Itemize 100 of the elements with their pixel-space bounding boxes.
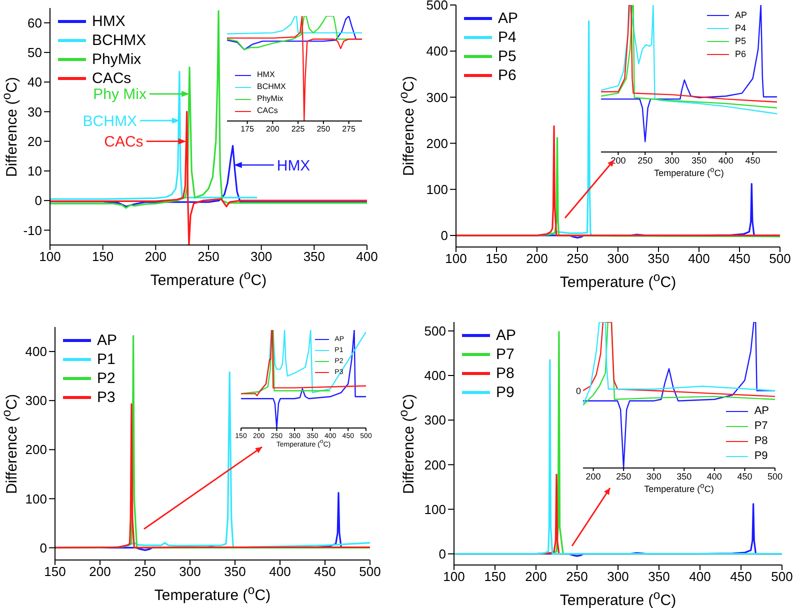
x-tick-label: 300 <box>607 251 629 266</box>
x-tick-label: 150 <box>92 249 114 264</box>
x-tick-label: 200 <box>526 251 548 266</box>
y-tick-label: 500 <box>424 324 446 339</box>
x-tick-label: 300 <box>646 471 662 482</box>
x-axis-title: Temperature ($^{o}$C) <box>644 481 714 494</box>
x-tick-label: 400 <box>718 155 734 166</box>
x-tick-label: 350 <box>691 155 706 166</box>
x-tick-label: 350 <box>648 251 670 266</box>
x-tick-label: 500 <box>771 569 793 584</box>
legend-label: HMX <box>92 12 126 31</box>
y-tick-label: 500 <box>426 0 448 13</box>
y-tick-label: 200 <box>25 442 47 458</box>
legend-label: P7 <box>754 419 768 434</box>
x-tick-label: 300 <box>607 569 629 584</box>
x-tick-label: 150 <box>486 251 508 266</box>
x-tick-label: 200 <box>266 124 280 134</box>
legend-label: P9 <box>496 383 514 402</box>
x-tick-label: 400 <box>689 569 711 584</box>
legend-label: P7 <box>496 345 514 364</box>
legend-label: P8 <box>754 434 768 449</box>
legend-label: AP <box>498 9 518 28</box>
y-tick-label: 0 <box>440 228 448 244</box>
y-tick-label: 300 <box>426 90 448 105</box>
x-tick-label: 400 <box>356 249 378 264</box>
x-tick-label: 250 <box>198 249 220 264</box>
x-tick-label: 200 <box>144 249 167 264</box>
x-tick-label: 350 <box>303 249 326 264</box>
x-tick-label: 350 <box>648 569 670 584</box>
x-tick-label: 450 <box>737 471 752 482</box>
x-tick-label: 150 <box>484 569 506 584</box>
y-tick-label: 100 <box>25 491 47 506</box>
legend-label: P9 <box>754 449 768 464</box>
x-tick-label: 450 <box>745 155 760 166</box>
y-tick-label: -10 <box>23 222 42 238</box>
x-tick-label: 175 <box>240 124 255 134</box>
y-tick-label: 300 <box>424 412 446 428</box>
x-axis-title: Temperature ($^{o}$C) <box>150 268 267 289</box>
y-tick-label: 200 <box>426 136 448 151</box>
x-tick-label: 200 <box>525 569 547 584</box>
x-tick-label: 350 <box>676 471 692 482</box>
legend-label: P5 <box>734 35 746 48</box>
annotation: HMX <box>276 157 310 174</box>
x-tick-label: 350 <box>224 564 246 580</box>
annotation: 0 <box>576 386 581 396</box>
x-tick-label: 300 <box>179 564 201 580</box>
x-tick-label: 250 <box>316 124 331 134</box>
x-axis-title: Temperature ($^{o}$C) <box>654 165 724 178</box>
y-tick-label: 0 <box>40 540 47 556</box>
x-axis-title: Temperature ($^{o}$C) <box>560 270 676 291</box>
y-tick-label: 100 <box>424 502 446 517</box>
y-tick-label: 300 <box>25 393 47 408</box>
x-axis-title: Temperature ($^{o}$C) <box>154 583 271 604</box>
x-tick-label: 450 <box>314 564 336 580</box>
legend-label: PhyMix <box>92 50 142 69</box>
x-tick-label: 450 <box>730 569 752 584</box>
legend-label: AP <box>97 331 118 350</box>
x-tick-label: 275 <box>342 124 356 134</box>
x-tick-label: 250 <box>134 564 156 580</box>
x-tick-label: 500 <box>769 251 791 266</box>
annotation: CACs <box>104 134 144 151</box>
legend-label: P1 <box>97 350 116 369</box>
y-tick-label: 400 <box>426 44 448 59</box>
y-tick-label: 400 <box>25 344 47 360</box>
x-tick-label: 200 <box>586 471 601 482</box>
y-tick-label: 60 <box>28 15 42 30</box>
x-tick-label: 200 <box>89 564 111 580</box>
legend-label: AP <box>496 326 516 345</box>
x-tick-label: 250 <box>616 471 632 482</box>
legend-label: CACs <box>92 69 132 88</box>
x-axis-title: Temperature ($^{o}$C) <box>560 588 676 608</box>
x-tick-label: 400 <box>706 471 722 482</box>
annotation: BCHMX <box>82 112 137 130</box>
x-tick-label: 400 <box>269 564 291 580</box>
y-tick-label: 10 <box>28 164 42 179</box>
y-tick-label: 0 <box>438 546 446 562</box>
legend-label: P6 <box>734 48 746 61</box>
x-tick-label: 300 <box>664 155 680 166</box>
x-tick-label: 500 <box>767 471 783 482</box>
legend-label: PhyMix <box>257 93 284 105</box>
legend-label: HMX <box>257 69 275 81</box>
y-tick-label: 50 <box>28 45 42 60</box>
x-tick-label: 250 <box>638 155 653 166</box>
legend-label: AP <box>754 404 769 419</box>
y-tick-label: 400 <box>424 368 446 384</box>
legend-label: P5 <box>498 47 516 66</box>
y-tick-label: 100 <box>426 182 448 197</box>
legend-label: BCHMX <box>257 81 286 93</box>
x-tick-label: 250 <box>566 251 588 266</box>
y-tick-label: 20 <box>28 134 42 149</box>
y-tick-label: 0 <box>34 193 42 208</box>
y-tick-label: 40 <box>28 74 42 90</box>
legend-label: P4 <box>734 22 746 35</box>
x-tick-label: 225 <box>291 124 306 134</box>
legend-label: P8 <box>496 364 514 383</box>
legend-label: P4 <box>498 28 516 47</box>
x-tick-label: 400 <box>688 251 710 266</box>
legend-label: CACs <box>257 105 278 117</box>
x-tick-label: 450 <box>728 251 750 266</box>
legend-label: P6 <box>498 66 516 85</box>
